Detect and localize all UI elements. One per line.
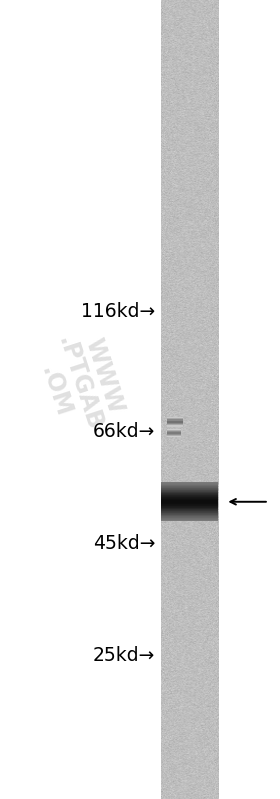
- Bar: [161, 518, 218, 519]
- Bar: [161, 515, 218, 516]
- Bar: [161, 498, 218, 499]
- Bar: [167, 430, 181, 431]
- Text: WWW
.PTGAB
.OM: WWW .PTGAB .OM: [29, 325, 131, 442]
- Bar: [161, 508, 218, 509]
- Bar: [161, 518, 218, 519]
- Bar: [161, 488, 218, 489]
- Bar: [167, 419, 183, 420]
- Bar: [161, 496, 218, 497]
- Bar: [161, 491, 218, 492]
- Bar: [161, 487, 218, 488]
- Text: 45kd→: 45kd→: [93, 534, 155, 553]
- Bar: [161, 495, 218, 497]
- Bar: [167, 429, 181, 430]
- Bar: [161, 505, 218, 506]
- Bar: [161, 507, 218, 508]
- Bar: [161, 491, 218, 493]
- Bar: [161, 494, 218, 495]
- Bar: [167, 420, 183, 422]
- Bar: [167, 423, 183, 424]
- Bar: [161, 482, 218, 483]
- Bar: [161, 516, 218, 517]
- Bar: [161, 495, 218, 496]
- Bar: [161, 500, 218, 501]
- Bar: [161, 493, 218, 494]
- Bar: [161, 504, 218, 505]
- Bar: [167, 425, 183, 427]
- Bar: [161, 483, 218, 484]
- Bar: [161, 515, 218, 516]
- Bar: [161, 519, 218, 520]
- Bar: [167, 422, 183, 423]
- Text: 66kd→: 66kd→: [93, 422, 155, 441]
- Bar: [161, 499, 218, 500]
- Bar: [161, 502, 218, 503]
- Bar: [161, 488, 218, 490]
- Text: 116kd→: 116kd→: [81, 302, 155, 321]
- Bar: [167, 434, 181, 435]
- Bar: [167, 417, 183, 419]
- Bar: [161, 485, 218, 486]
- Bar: [161, 509, 218, 510]
- Bar: [161, 508, 218, 510]
- Bar: [167, 432, 181, 433]
- Bar: [161, 520, 218, 521]
- Bar: [167, 424, 183, 425]
- Bar: [161, 490, 218, 491]
- Bar: [161, 499, 218, 500]
- Bar: [161, 511, 218, 513]
- Bar: [161, 511, 218, 512]
- Bar: [167, 433, 181, 434]
- Bar: [161, 501, 218, 502]
- Bar: [161, 506, 218, 507]
- Bar: [161, 510, 218, 511]
- Bar: [161, 514, 218, 515]
- Bar: [167, 436, 181, 437]
- Bar: [161, 517, 218, 518]
- Bar: [167, 435, 181, 436]
- Text: 25kd→: 25kd→: [93, 646, 155, 665]
- Bar: [161, 484, 218, 485]
- Bar: [161, 497, 218, 498]
- Bar: [161, 486, 218, 487]
- Bar: [161, 483, 218, 484]
- Bar: [161, 492, 218, 494]
- Bar: [161, 502, 218, 503]
- Bar: [161, 485, 218, 487]
- Bar: [161, 513, 218, 514]
- Bar: [161, 489, 218, 491]
- Bar: [161, 512, 218, 513]
- Bar: [161, 503, 218, 504]
- Bar: [167, 431, 181, 432]
- Bar: [161, 505, 218, 507]
